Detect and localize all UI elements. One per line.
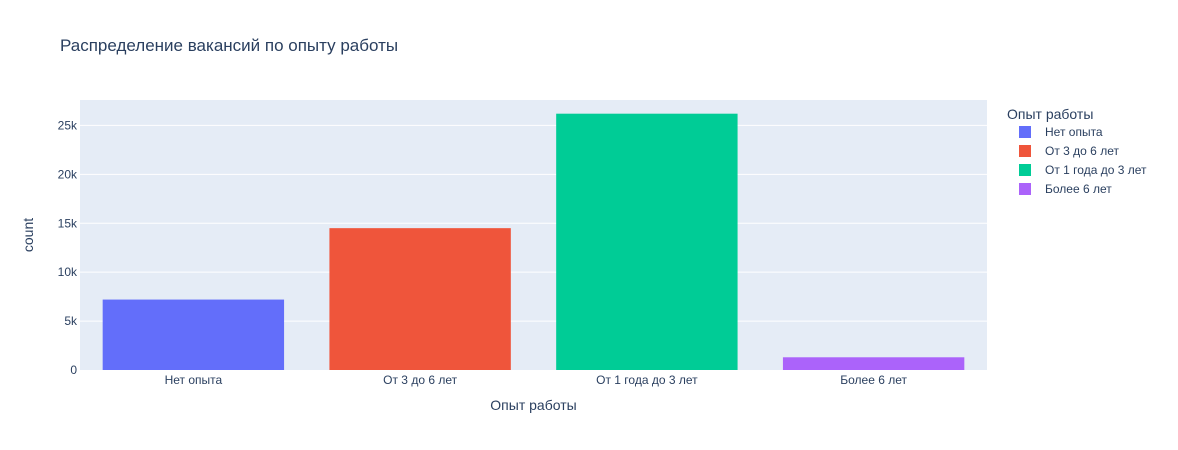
bar[interactable]	[782, 357, 965, 370]
legend-item[interactable]: От 1 года до 3 лет	[1019, 163, 1147, 177]
x-tick-label: Нет опыта	[165, 373, 223, 387]
y-tick-label: 10k	[58, 265, 78, 279]
x-axis-label: Опыт работы	[490, 397, 576, 413]
legend-item[interactable]: Более 6 лет	[1019, 182, 1112, 196]
legend-swatch	[1019, 164, 1031, 176]
legend-swatch	[1019, 126, 1031, 138]
legend-label: От 3 до 6 лет	[1045, 144, 1119, 158]
x-tick-label: Более 6 лет	[840, 373, 907, 387]
legend-label: От 1 года до 3 лет	[1045, 163, 1147, 177]
y-tick-label: 25k	[58, 118, 78, 132]
legend[interactable]: Нет опыта От 3 до 6 лет От 1 года до 3 лет…	[1019, 125, 1147, 196]
y-tick-labels: 0 5k 10k 15k 20k 25k	[58, 118, 78, 377]
y-tick-label: 15k	[58, 216, 78, 230]
x-tick-labels: Нет опыта От 3 до 6 лет От 1 года до 3 лет…	[165, 373, 908, 387]
y-tick-label: 0	[70, 363, 77, 377]
y-tick-label: 5k	[64, 314, 78, 328]
legend-item[interactable]: Нет опыта	[1019, 125, 1103, 139]
legend-swatch	[1019, 183, 1031, 195]
chart-title: Распределение вакансий по опыту работы	[60, 36, 398, 55]
y-tick-label: 20k	[58, 167, 78, 181]
bar[interactable]	[556, 113, 738, 371]
bars[interactable]	[102, 113, 965, 371]
bar[interactable]	[102, 299, 285, 370]
x-tick-label: От 1 года до 3 лет	[596, 373, 698, 387]
bar[interactable]	[329, 228, 511, 370]
legend-swatch	[1019, 145, 1031, 157]
legend-label: Нет опыта	[1045, 125, 1103, 139]
legend-item[interactable]: От 3 до 6 лет	[1019, 144, 1119, 158]
y-axis-label: count	[20, 218, 36, 252]
x-tick-label: От 3 до 6 лет	[383, 373, 457, 387]
legend-title: Опыт работы	[1007, 106, 1093, 122]
legend-label: Более 6 лет	[1045, 182, 1112, 196]
